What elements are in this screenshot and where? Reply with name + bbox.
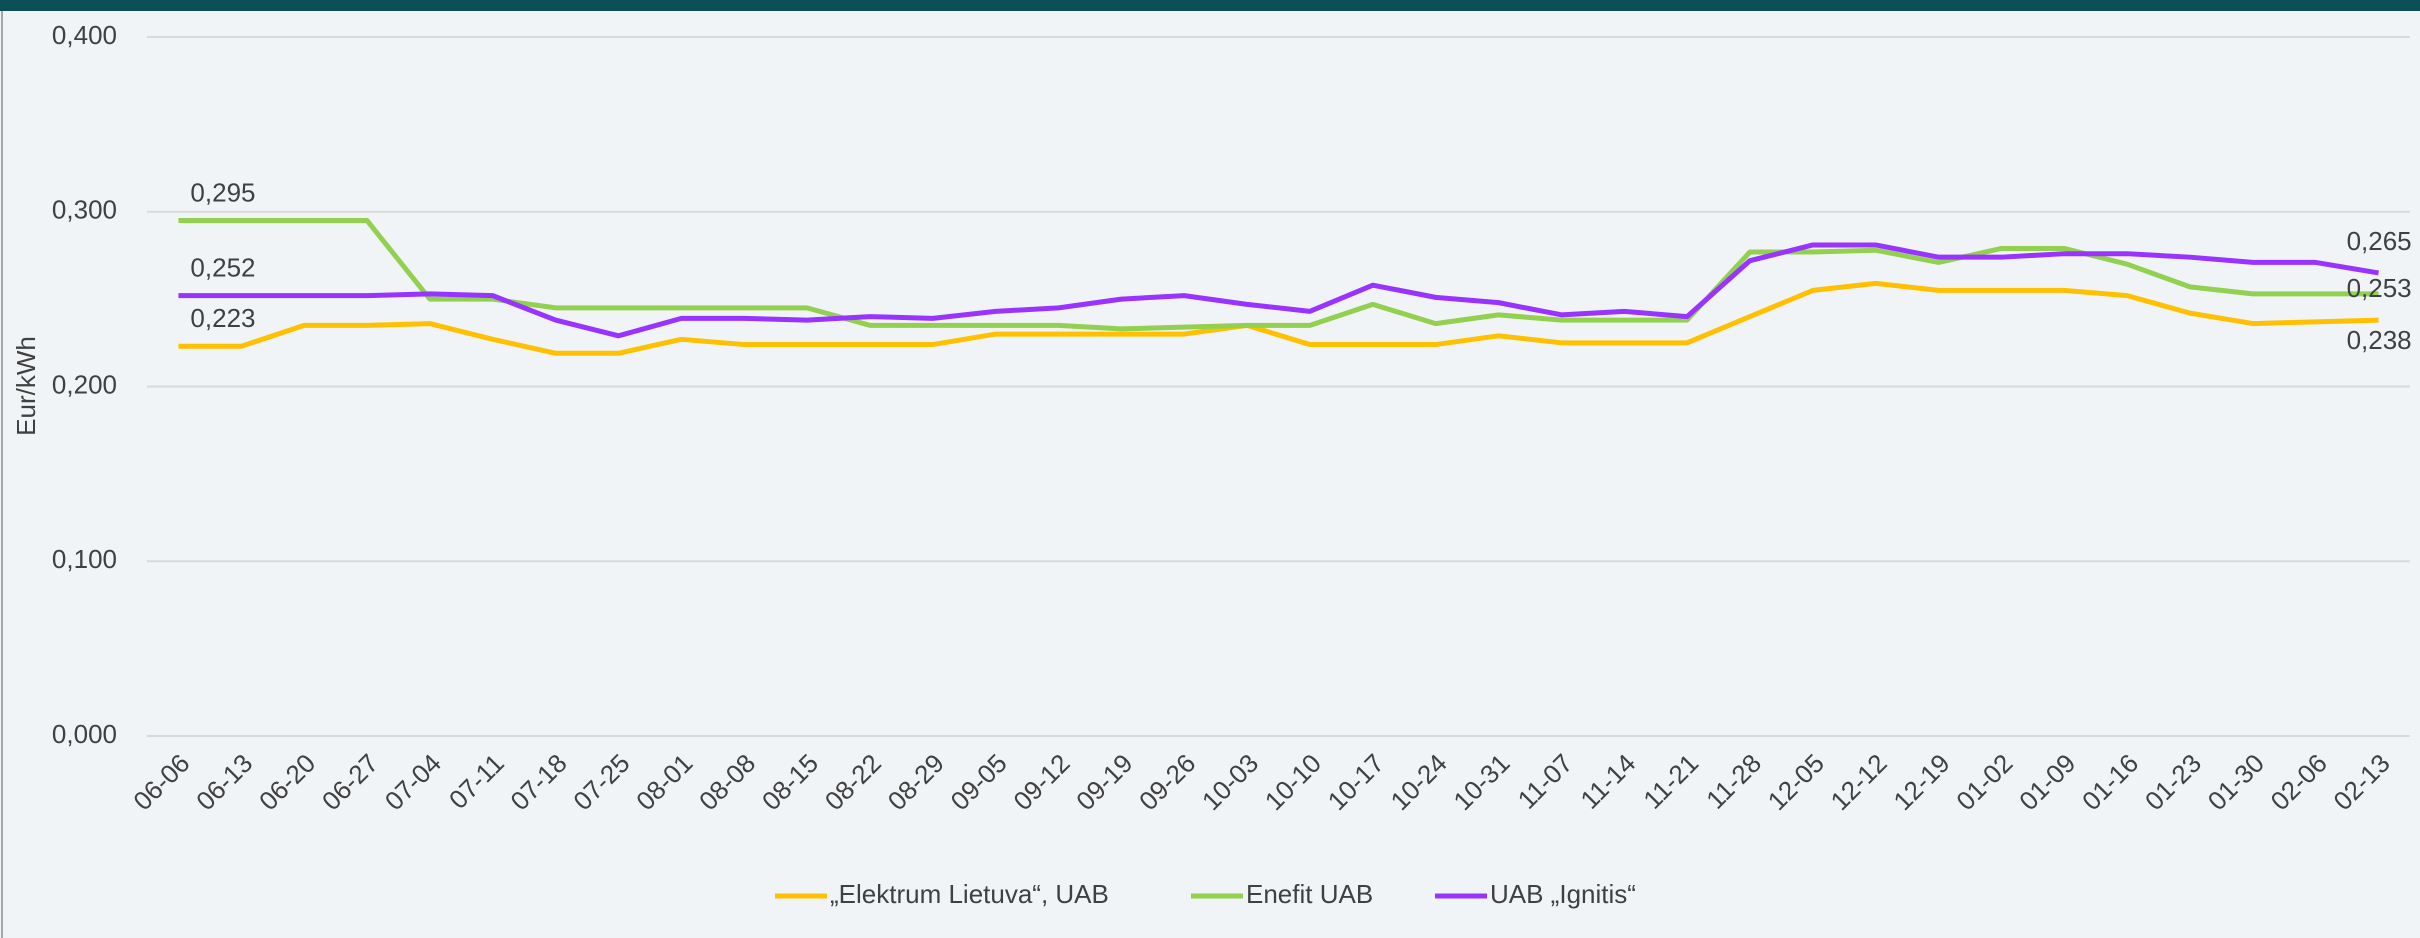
legend-label: Enefit UAB [1246, 879, 1373, 909]
y-tick-label: 0,300 [52, 195, 117, 225]
series-line [178, 217, 2379, 332]
data-label: 0,253 [2347, 273, 2412, 303]
y-tick-label: 0,200 [52, 369, 117, 399]
data-label: 0,295 [190, 177, 255, 207]
series-line [178, 242, 2379, 339]
legend-label: UAB „Ignitis“ [1490, 879, 1636, 909]
data-label: 0,265 [2347, 226, 2412, 256]
y-axis-label: Eur/kWh [11, 336, 41, 436]
data-label: 0,223 [190, 303, 255, 333]
series-line [178, 280, 2379, 356]
y-tick-label: 0,400 [52, 20, 117, 50]
y-tick-label: 0,000 [52, 719, 117, 749]
data-label: 0,238 [2347, 325, 2412, 355]
legend-label: „Elektrum Lietuva“, UAB [830, 879, 1109, 909]
top-bar [0, 0, 2420, 11]
data-label: 0,252 [190, 253, 255, 283]
y-tick-label: 0,100 [52, 544, 117, 574]
